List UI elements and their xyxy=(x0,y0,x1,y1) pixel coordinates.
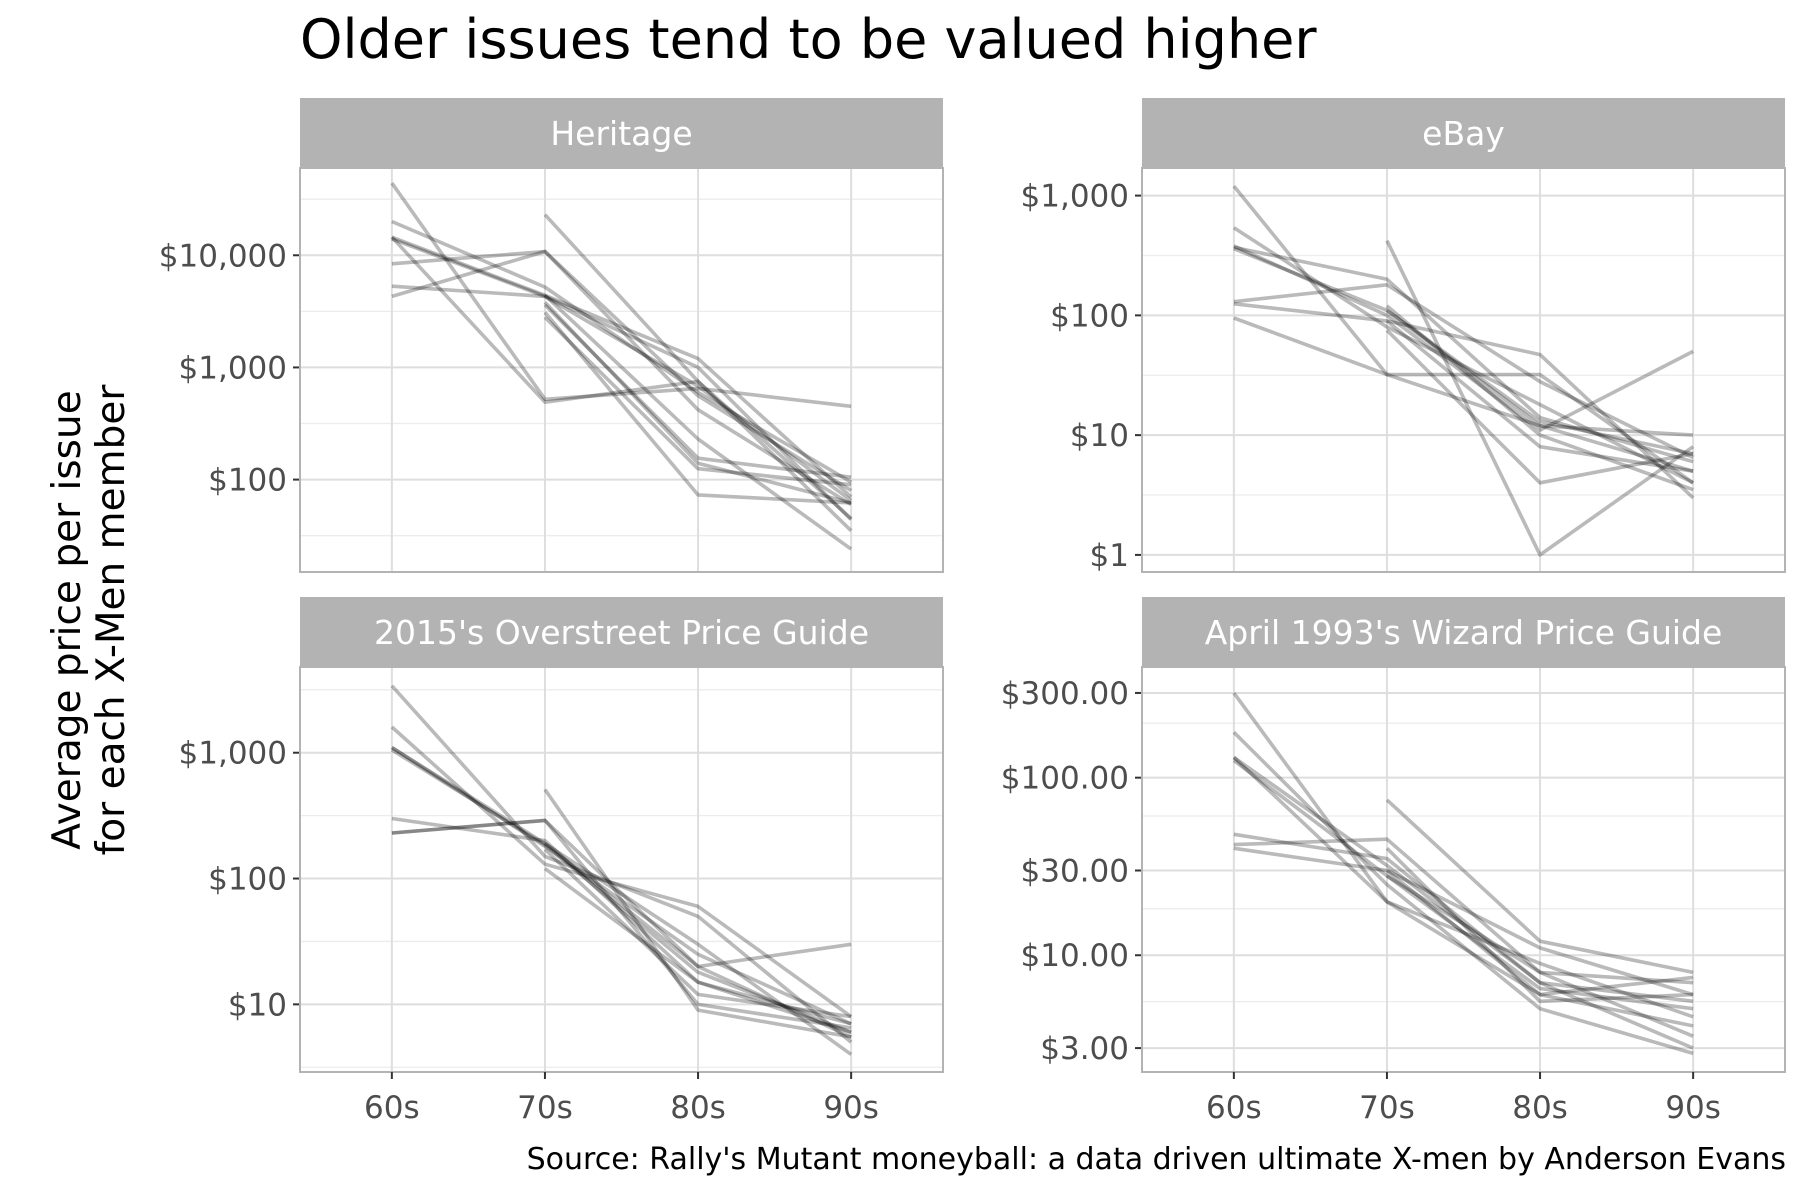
series-line xyxy=(391,249,853,507)
series-line xyxy=(543,213,853,520)
x-tick-label: 90s xyxy=(1665,1090,1721,1126)
y-tick-label: $1,000 xyxy=(179,736,287,772)
series-line xyxy=(391,816,852,1035)
x-tick-label: 60s xyxy=(364,1090,420,1126)
series-line xyxy=(1232,184,1694,473)
x-tick-label: 90s xyxy=(823,1090,879,1126)
series-line xyxy=(1232,759,1694,1038)
series-line xyxy=(1385,319,1694,473)
series-line xyxy=(543,303,852,479)
series-line xyxy=(390,748,852,1034)
series-line xyxy=(1232,691,1694,1028)
series-line xyxy=(391,818,852,1030)
panel-border xyxy=(299,167,944,573)
series-line xyxy=(1385,874,1694,1011)
series-line xyxy=(390,235,853,532)
series-line xyxy=(1232,755,1694,1050)
facet-strip-label: Heritage xyxy=(550,114,692,153)
y-tick-label: $30.00 xyxy=(1021,854,1129,890)
source-caption: Source: Rally's Mutant moneyball: a data… xyxy=(526,1142,1786,1177)
y-tick-label: $10,000 xyxy=(159,238,287,274)
series-line xyxy=(1233,247,1694,456)
series-line xyxy=(1232,756,1694,1019)
facet-panel: $1 $10 $100 $1,000 eBay xyxy=(1021,98,1786,574)
series-line xyxy=(1233,316,1695,485)
series-line xyxy=(543,311,852,505)
y-tick-label: $3.00 xyxy=(1040,1031,1129,1067)
series-line xyxy=(543,301,852,505)
series-line xyxy=(1233,302,1695,500)
y-tick-label: $1 xyxy=(1090,538,1129,574)
x-tick-label: 70s xyxy=(1359,1090,1415,1126)
y-tick-label: $1,000 xyxy=(1021,179,1129,215)
facet-strip-label: eBay xyxy=(1422,114,1505,153)
series-line xyxy=(1232,226,1694,485)
series-line xyxy=(1233,244,1694,433)
series-line xyxy=(1233,846,1694,997)
y-tick-label: $1,000 xyxy=(179,350,287,386)
series-line xyxy=(390,725,853,1019)
series-line xyxy=(390,745,852,1026)
x-tick-label: 70s xyxy=(517,1090,573,1126)
series-line xyxy=(1233,282,1694,460)
facet-strip xyxy=(300,597,943,667)
y-tick-label: $10.00 xyxy=(1021,938,1129,974)
y-tick-label: $100.00 xyxy=(1001,761,1129,797)
series-line xyxy=(1385,239,1695,557)
y-tick-label: $10 xyxy=(228,987,287,1023)
series-line xyxy=(1385,798,1694,975)
series-line xyxy=(391,235,853,499)
y-tick-label: $100 xyxy=(1050,298,1129,334)
series-line xyxy=(391,237,853,521)
facet-panel: $10 $100 $1,000 2015's Overstreet Price Gui… xyxy=(179,597,944,1126)
series-line xyxy=(390,182,852,409)
facet-strip xyxy=(1142,98,1785,168)
series-line xyxy=(1385,869,1694,997)
y-tick-label: $300.00 xyxy=(1001,676,1129,712)
series-line xyxy=(543,788,852,1039)
series-line xyxy=(1233,245,1694,464)
facet-panel: $100 $1,000 $10,000 Heritage xyxy=(159,98,944,573)
series-line xyxy=(390,745,853,1056)
series-line xyxy=(543,867,852,1026)
facet-strip-label: 2015's Overstreet Price Guide xyxy=(374,613,869,652)
x-tick-label: 80s xyxy=(1512,1090,1568,1126)
facet-strip xyxy=(300,98,943,168)
facet-strip-label: April 1993's Wizard Price Guide xyxy=(1205,613,1723,652)
series-line xyxy=(391,284,853,503)
series-line xyxy=(1385,304,1694,492)
x-tick-label: 60s xyxy=(1206,1090,1262,1126)
series-line xyxy=(1385,308,1694,437)
x-tick-label: 80s xyxy=(670,1090,726,1126)
series-line xyxy=(391,249,853,493)
facet-panel: $3.00 $10.00 $30.00 $100.00 $300.00 April 199… xyxy=(1001,597,1786,1126)
y-tick-label: $10 xyxy=(1070,418,1129,454)
series-line xyxy=(1233,837,1694,985)
series-line xyxy=(390,684,853,1044)
series-line xyxy=(1385,329,1694,485)
series-line xyxy=(1385,847,1694,1004)
chart-title: Older issues tend to be valued higher xyxy=(300,8,1317,71)
y-tick-label: $100 xyxy=(208,862,287,898)
series-line xyxy=(543,842,852,969)
series-line xyxy=(543,848,852,1019)
series-line xyxy=(391,818,852,1039)
series-line xyxy=(1232,731,1694,1056)
y-tick-label: $100 xyxy=(208,463,287,499)
facet-strip xyxy=(1142,597,1785,667)
series-line xyxy=(543,316,852,487)
series-line xyxy=(543,293,853,551)
series-line xyxy=(1233,832,1694,1004)
series-line xyxy=(391,219,853,484)
